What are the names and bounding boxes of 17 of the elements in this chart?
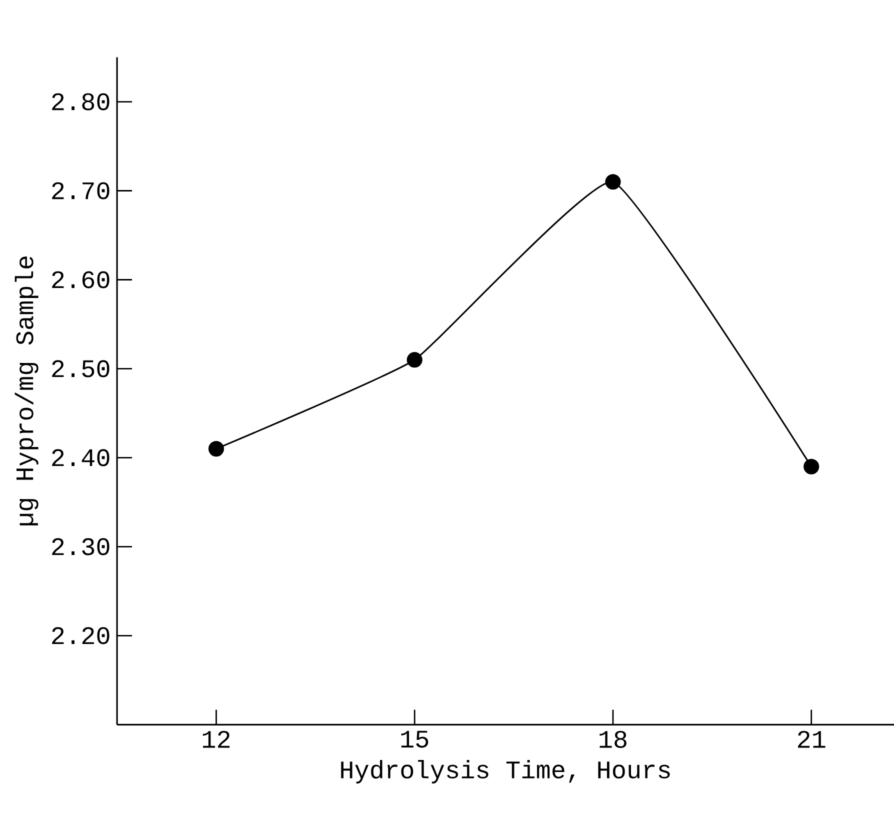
- x-axis-title: Hydrolysis Time, Hours: [341, 760, 670, 784]
- x-tick-label: 18: [600, 730, 626, 748]
- point: [804, 458, 820, 474]
- y-tick-label: 2.50: [52, 360, 110, 378]
- y-tick-label: 2.80: [52, 93, 110, 110]
- y-tick-label: 2.70: [52, 182, 110, 200]
- point: [406, 352, 422, 368]
- y-tick-label: 2.40: [52, 449, 110, 466]
- point: [605, 174, 621, 190]
- x-tick-label: 12: [202, 730, 230, 748]
- point: [208, 440, 224, 456]
- y-tick-label: 2.60: [52, 271, 110, 288]
- y-axis-title: µg Hypro/mg Sample: [14, 256, 38, 526]
- y-tick-label: 2.30: [52, 538, 110, 556]
- y-tick-label: 2.20: [52, 627, 110, 644]
- x-tick-label: 15: [401, 730, 428, 748]
- x-tick-label: 21: [798, 730, 826, 748]
